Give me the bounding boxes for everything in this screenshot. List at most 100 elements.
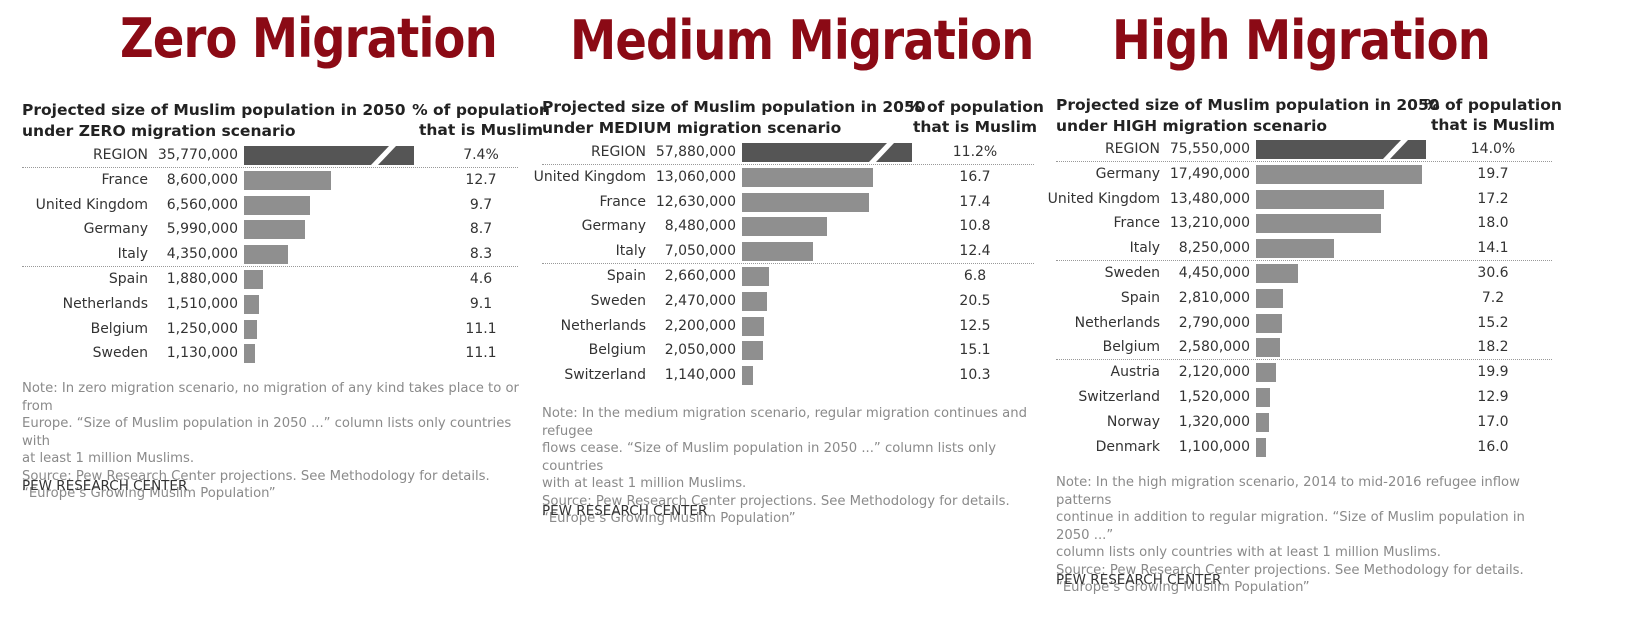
- pct-label: 8.7: [469, 221, 493, 238]
- pct-column-header: % of population that is Muslim: [1418, 95, 1568, 135]
- country-row: Germany 8,480,000 10.8: [542, 214, 1034, 239]
- bar: [1256, 313, 1283, 333]
- country-row: Norway 1,320,000 17.0: [1056, 410, 1552, 435]
- pct-label: 14.1: [1477, 240, 1509, 257]
- value-label: 2,660,000: [664, 268, 736, 284]
- pct-label: 9.7: [469, 196, 493, 213]
- country-label: Denmark: [1095, 438, 1160, 455]
- country-row: United Kingdom 13,480,000 17.2: [1048, 187, 1552, 212]
- country-label: Belgium: [1102, 339, 1160, 356]
- country-row: Spain 1,880,000 4.6: [22, 267, 518, 292]
- scenario-heading: High Migration: [1112, 9, 1491, 72]
- source-credit: PEW RESEARCH CENTER: [22, 477, 188, 494]
- country-row: Italy 7,050,000 12.4: [542, 239, 1034, 264]
- pct-label: 16.7: [959, 168, 991, 185]
- pct-column-header: % of population that is Muslim: [900, 97, 1050, 137]
- bar: [244, 195, 311, 215]
- value-label: 5,990,000: [166, 221, 238, 238]
- country-label: United Kingdom: [1047, 190, 1160, 207]
- bar: [244, 170, 331, 190]
- value-label: 2,200,000: [664, 317, 736, 334]
- bar: [742, 366, 754, 386]
- country-label: Spain: [108, 271, 148, 287]
- country-label: Netherlands: [1074, 314, 1160, 331]
- bar: [1256, 388, 1271, 407]
- country-row: Denmark 1,100,000 16.0: [1056, 435, 1552, 460]
- country-label: Austria: [1110, 364, 1160, 381]
- region-pct-label: 7.4%: [463, 147, 499, 163]
- pct-label: 6.8: [963, 268, 987, 284]
- chart-title: Projected size of Muslim population in 2…: [22, 100, 406, 142]
- pct-label: 18.2: [1477, 339, 1509, 356]
- country-label: Belgium: [90, 320, 148, 337]
- bar: [1256, 437, 1267, 457]
- pct-label: 18.0: [1477, 215, 1509, 232]
- source-credit: PEW RESEARCH CENTER: [542, 502, 708, 519]
- chart-title-line1: Projected size of Muslim population in 2…: [1056, 96, 1440, 114]
- pct-label: 12.9: [1477, 389, 1509, 405]
- country-row: Sweden 1,130,000 11.1: [22, 341, 518, 366]
- bar: [1256, 189, 1384, 209]
- pct-label: 10.8: [959, 218, 991, 235]
- country-row: Belgium 1,250,000 11.1: [22, 317, 518, 342]
- value-label: 2,810,000: [1178, 289, 1250, 306]
- value-label: 1,130,000: [166, 345, 238, 362]
- region-bar: [1256, 140, 1401, 159]
- value-label: 2,050,000: [664, 342, 736, 359]
- country-label: Netherlands: [560, 317, 646, 334]
- value-label: 8,250,000: [1178, 240, 1250, 257]
- scenario-heading: Medium Migration: [570, 9, 1034, 72]
- region-label: REGION: [590, 144, 646, 160]
- value-label: 2,470,000: [664, 292, 736, 309]
- note-line: Source: Pew Research Center projections.…: [22, 468, 490, 484]
- country-label: Italy: [117, 246, 148, 263]
- country-row: Italy 8,250,000 14.1: [1056, 236, 1552, 261]
- pct-label: 20.5: [959, 292, 991, 309]
- region-bar-broken: [1256, 140, 1426, 159]
- pct-label: 17.2: [1477, 190, 1509, 207]
- note-line: with at least 1 million Muslims.: [542, 476, 747, 491]
- country-label: Netherlands: [62, 295, 148, 312]
- pct-label: 19.7: [1477, 165, 1509, 182]
- group-separator: [22, 166, 518, 168]
- country-label: Italy: [615, 243, 646, 260]
- country-label: Spain: [606, 268, 646, 284]
- pct-label: 12.4: [959, 243, 991, 260]
- bar: [742, 267, 769, 286]
- region-bar: [742, 143, 887, 162]
- note-line: Note: In zero migration scenario, no mig…: [22, 381, 519, 414]
- value-label: 13,480,000: [1169, 190, 1250, 207]
- bar: [244, 245, 288, 265]
- chart-title: Projected size of Muslim population in 2…: [542, 97, 926, 139]
- pct-label: 17.4: [959, 193, 991, 210]
- value-label: 2,120,000: [1178, 364, 1250, 381]
- country-row: Germany 17,490,000 19.7: [1056, 162, 1552, 187]
- bar: [742, 217, 828, 237]
- chart-note: Note: In the high migration scenario, 20…: [1056, 474, 1556, 597]
- country-label: Sweden: [1104, 265, 1160, 281]
- value-label: 6,560,000: [166, 196, 238, 213]
- value-label: 1,250,000: [166, 320, 238, 337]
- country-row: United Kingdom 13,060,000 16.7: [534, 165, 1034, 190]
- pct-label: 11.1: [465, 320, 497, 337]
- country-label: Sweden: [590, 292, 646, 309]
- note-line: column lists only countries with at leas…: [1056, 545, 1441, 560]
- country-label: France: [101, 171, 148, 188]
- group-separator: [1056, 260, 1552, 261]
- country-row: France 12,630,000 17.4: [542, 190, 1034, 215]
- region-value-label: 35,770,000: [157, 147, 238, 163]
- value-label: 7,050,000: [664, 243, 736, 260]
- region-label: REGION: [92, 147, 148, 163]
- country-row: Netherlands 2,200,000 12.5: [542, 314, 1034, 339]
- value-label: 12,630,000: [655, 193, 736, 210]
- country-label: United Kingdom: [35, 196, 148, 213]
- bar: [244, 344, 256, 364]
- chart-title: Projected size of Muslim population in 2…: [1056, 95, 1440, 137]
- region-label: REGION: [1104, 141, 1160, 157]
- value-label: 4,450,000: [1178, 265, 1250, 281]
- country-row: France 13,210,000 18.0: [1056, 211, 1552, 236]
- region-bar-broken: [742, 143, 912, 162]
- bar: [244, 319, 257, 339]
- bar: [1256, 288, 1283, 308]
- pct-header-line2: that is Muslim: [912, 118, 1038, 136]
